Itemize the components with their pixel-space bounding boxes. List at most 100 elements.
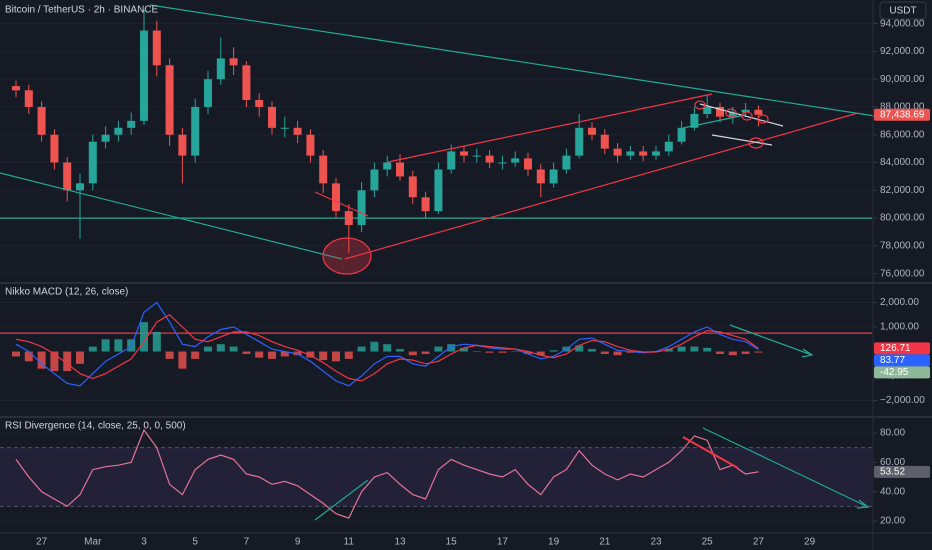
histogram-bar [536,351,545,356]
candle-body [101,134,110,142]
candle-body [524,158,532,170]
candle-body [165,65,174,135]
candle-body [216,58,225,80]
histogram-bar [76,351,84,364]
histogram-bar [396,349,404,352]
trend-line [149,4,876,117]
candle-body [383,162,392,170]
candle-body [344,211,353,226]
x-tick-label: 19 [548,537,560,548]
x-tick-label: 13 [394,537,406,548]
candle-body [204,79,212,107]
histogram-bar [165,351,174,359]
trend-line [344,112,859,260]
candle-body [178,134,187,156]
histogram-bar [204,346,212,352]
price-tag-label: 83.77 [880,355,905,366]
candle-body [447,151,456,170]
candle-body [703,106,712,114]
histogram-bar [472,351,481,353]
candle-body [63,162,72,191]
candle-body [12,86,20,91]
histogram-bar [344,351,353,359]
x-tick-label: 27 [36,537,48,548]
pane-title: RSI Divergence (14, close, 25, 0, 0, 500… [5,421,186,432]
histogram-bar [460,347,468,352]
histogram-bar [575,345,584,352]
histogram-bar [216,344,225,352]
candle-body [319,155,328,184]
histogram-bar [357,346,366,352]
histogram-bar [50,351,59,372]
candle-body [575,127,584,156]
candle-body [626,151,635,156]
histogram-bar [588,349,596,352]
x-tick-label: 29 [804,537,816,548]
histogram-bar [741,351,750,354]
candle-body [370,169,379,191]
candle-body [280,127,289,129]
histogram-bar [319,351,328,361]
price-tag [874,342,930,355]
y-tick-label: 94,000.00 [880,18,925,29]
trend-line [682,114,746,129]
candle-body [549,169,558,184]
arrow-head [801,348,814,358]
y-tick-label: 80.00 [880,428,905,439]
y-tick-label: 1,000.00 [880,322,919,333]
histogram-bar [114,339,123,352]
candle-body [498,162,507,164]
trend-line [314,191,369,217]
histogram-bar [408,351,417,356]
candle-body [127,120,136,128]
histogram-bar [63,351,72,372]
trend-line [387,93,713,163]
x-tick-label: 21 [599,537,611,548]
candle-body [396,162,404,177]
candle-body [88,141,97,184]
x-tick-label: 9 [295,537,301,548]
x-tick-label: 5 [192,537,198,548]
candle-body [536,169,545,184]
candle-body [690,113,699,128]
y-tick-label: 80,000.00 [880,213,925,224]
candle-body [76,183,84,191]
symbol-title: Bitcoin / TetherUS · 2h · BINANCE [5,5,159,16]
currency-button[interactable] [879,1,927,20]
histogram-bar [447,344,456,352]
candle-body [306,134,315,156]
price-tag-label: 53.52 [880,466,905,477]
histogram-bar [37,351,46,369]
histogram-bar [754,351,763,353]
candle-body [677,127,686,142]
drawings [0,4,876,521]
histogram-bar [677,346,686,352]
histogram-bar [613,351,622,356]
series-line [15,314,759,382]
x-tick-label: 17 [497,537,509,548]
y-tick-label: −2,000.00 [880,395,925,406]
y-tick-label: 78,000.00 [880,241,925,252]
y-tick-label: 82,000.00 [880,185,925,196]
histogram-bar [255,351,264,358]
y-tick-label: 92,000.00 [880,46,925,57]
histogram-bar [280,351,289,357]
candle-body [460,151,468,156]
histogram-bar [690,346,699,352]
histogram-bar [24,351,33,362]
marker-circle [748,137,764,149]
series-line [15,428,759,519]
histogram-bar [332,351,340,362]
currency-label[interactable]: USDT [889,6,916,17]
candle-body [357,190,366,226]
y-tick-label: 60.00 [880,457,905,468]
candle-body [255,100,264,107]
y-tick-label: 86,000.00 [880,129,925,140]
y-tick-label: 88,000.00 [880,102,925,113]
x-tick-label: 15 [446,537,458,548]
x-tick-label: 27 [753,537,765,548]
candle-body [639,151,648,156]
candle-body [728,112,737,117]
candle-body [588,127,596,135]
